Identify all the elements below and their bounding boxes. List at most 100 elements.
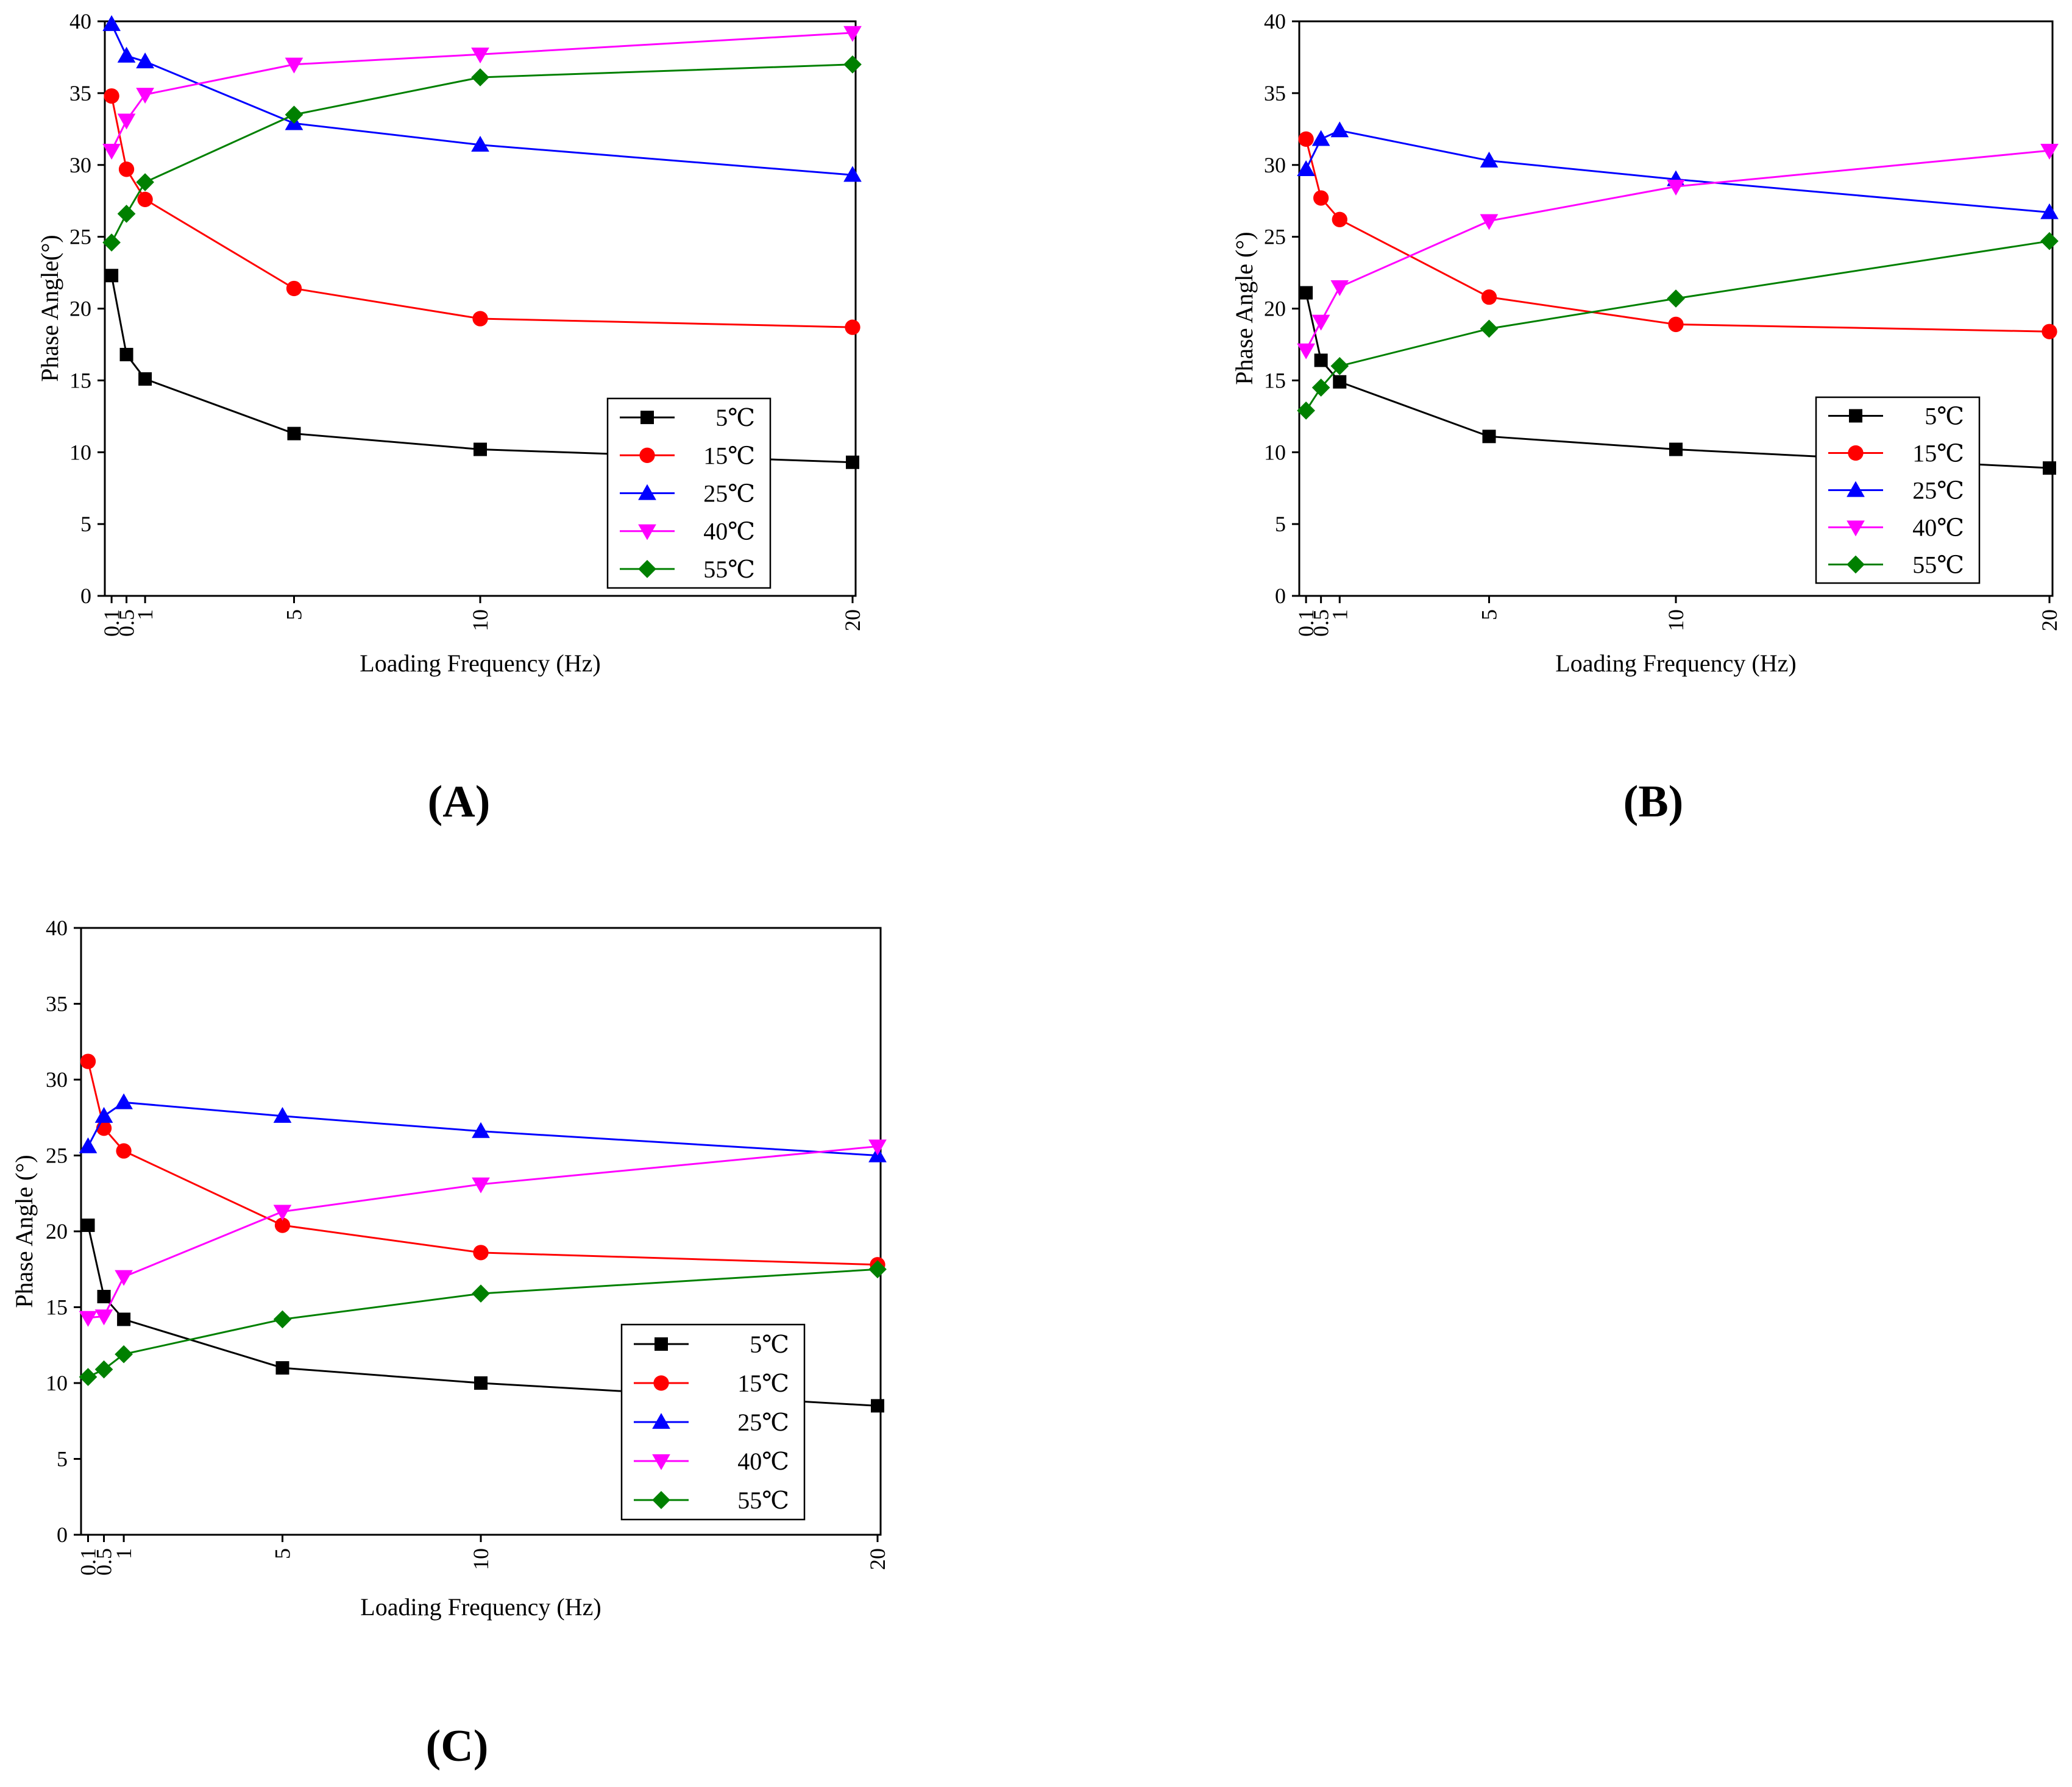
x-tick-label: 10 xyxy=(469,1548,493,1570)
data-point xyxy=(105,269,119,283)
y-tick-label: 15 xyxy=(69,368,91,392)
y-tick-label: 30 xyxy=(69,153,91,177)
data-point xyxy=(1311,130,1330,146)
y-axis-title: Phase Angle(°) xyxy=(36,235,63,382)
y-tick-label: 25 xyxy=(1264,225,1286,249)
legend-marker xyxy=(1849,409,1862,423)
legend-marker xyxy=(1848,445,1864,461)
data-point xyxy=(843,166,862,182)
series-line-1 xyxy=(87,1061,878,1266)
series-line-0 xyxy=(1305,292,2050,469)
data-point xyxy=(472,1177,490,1194)
x-tick-label: 1 xyxy=(1327,609,1352,620)
x-tick-label: 0.5 xyxy=(1309,609,1333,637)
data-point xyxy=(136,173,154,191)
data-point xyxy=(117,205,136,223)
y-tick-label: 15 xyxy=(46,1295,68,1320)
data-point xyxy=(1313,190,1329,206)
y-tick-label: 35 xyxy=(46,992,68,1016)
data-point xyxy=(117,46,136,63)
data-point xyxy=(115,1270,133,1286)
panel-label: (A) xyxy=(428,777,491,827)
data-point xyxy=(287,426,301,441)
data-point xyxy=(273,1205,292,1221)
x-tick-label: 10 xyxy=(1664,609,1688,631)
data-point xyxy=(136,52,154,69)
x-axis-title: Loading Frequency (Hz) xyxy=(360,1593,601,1621)
data-point xyxy=(471,135,489,152)
panel-label: (B) xyxy=(1623,777,1684,827)
data-point xyxy=(117,113,136,130)
data-point xyxy=(1480,214,1499,230)
legend-label: 5℃ xyxy=(750,1331,789,1358)
series-line-3 xyxy=(110,32,853,151)
data-point xyxy=(1480,319,1499,338)
data-point xyxy=(845,319,860,335)
data-point xyxy=(474,442,487,456)
y-tick-label: 35 xyxy=(1264,81,1286,105)
data-point xyxy=(2042,324,2057,339)
y-tick-label: 30 xyxy=(46,1067,68,1092)
data-point xyxy=(79,1311,98,1327)
data-point xyxy=(115,1093,133,1109)
legend-label: 40℃ xyxy=(703,518,755,545)
data-point xyxy=(81,1219,95,1233)
data-point xyxy=(843,55,862,74)
legend-label: 15℃ xyxy=(737,1370,789,1397)
data-point xyxy=(1298,131,1314,147)
data-point xyxy=(843,26,862,42)
y-tick-label: 30 xyxy=(1264,153,1286,177)
y-tick-label: 25 xyxy=(69,225,91,249)
data-point xyxy=(118,161,135,177)
data-point xyxy=(472,1284,490,1303)
x-axis-title: Loading Frequency (Hz) xyxy=(360,649,600,677)
data-point xyxy=(472,311,488,327)
data-point xyxy=(1314,353,1328,367)
y-tick-label: 20 xyxy=(46,1219,68,1244)
data-point xyxy=(1330,356,1349,375)
y-tick-label: 15 xyxy=(1264,368,1286,392)
legend-marker xyxy=(639,447,655,463)
data-point xyxy=(102,15,121,31)
x-axis-title: Loading Frequency (Hz) xyxy=(1555,649,1796,677)
x-tick-label: 1 xyxy=(133,609,157,620)
data-point xyxy=(1669,442,1683,456)
legend-marker xyxy=(640,411,654,425)
y-tick-label: 40 xyxy=(46,916,68,940)
x-tick-label: 0.5 xyxy=(115,609,139,637)
data-point xyxy=(116,1143,132,1159)
legend-marker xyxy=(1847,481,1865,497)
x-tick-label: 5 xyxy=(271,1548,295,1559)
data-point xyxy=(1330,121,1349,138)
y-axis-title: Phase Angle (°) xyxy=(1230,232,1258,385)
legend-marker xyxy=(638,484,656,500)
legend-marker xyxy=(638,524,656,540)
data-point xyxy=(104,88,119,104)
y-axis-title: Phase Angle (°) xyxy=(10,1155,38,1308)
data-point xyxy=(1667,289,1685,308)
legend-marker xyxy=(652,1491,670,1509)
series-line-0 xyxy=(87,1225,878,1407)
data-point xyxy=(1481,289,1497,305)
legend-label: 55℃ xyxy=(1912,551,1964,579)
data-point xyxy=(273,1106,292,1123)
data-point xyxy=(137,191,153,207)
series-line-4 xyxy=(110,63,853,243)
y-tick-label: 10 xyxy=(1264,440,1286,464)
legend-label: 55℃ xyxy=(703,556,755,583)
data-point xyxy=(1668,316,1684,333)
data-point xyxy=(273,1310,292,1329)
y-tick-label: 0 xyxy=(1275,584,1286,608)
legend-marker xyxy=(652,1454,670,1470)
data-point xyxy=(275,1361,289,1375)
data-point xyxy=(136,88,154,104)
series-line-2 xyxy=(1305,129,2050,214)
data-point xyxy=(471,48,489,64)
y-tick-label: 40 xyxy=(69,9,91,34)
data-point xyxy=(102,144,121,160)
data-point xyxy=(474,1376,488,1390)
legend-label: 15℃ xyxy=(703,442,755,469)
y-tick-label: 0 xyxy=(80,584,91,608)
legend-marker xyxy=(638,560,656,578)
